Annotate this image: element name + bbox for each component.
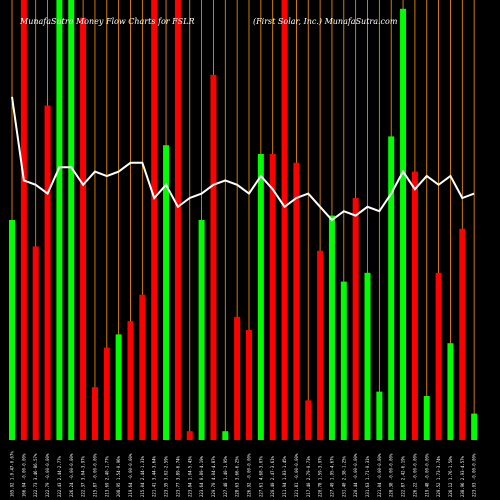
x-tick-label: 228.63 3.66-6.25%	[235, 455, 240, 497]
bar	[9, 220, 15, 440]
x-tick-label: 221.81 -0.00-0.00%	[294, 453, 299, 497]
bar	[364, 272, 371, 440]
bar	[423, 396, 430, 440]
x-tick-label: 217.40 2.79-0.73%	[306, 455, 311, 497]
bar	[210, 74, 217, 441]
chart-title-left: MunafaSutra Money Flow Charts for FSLR	[19, 17, 195, 26]
x-tick-label: 219.64 -0.00-0.00%	[128, 453, 133, 497]
bar	[68, 0, 75, 440]
bar	[328, 215, 335, 440]
x-tick-label: 226.24 -0.00-0.00%	[69, 453, 74, 497]
bar	[234, 316, 241, 440]
x-tick-label: 223.03 -0.00-0.00%	[472, 453, 477, 497]
x-tick-label: 231.40 2.38-1.25%	[341, 455, 346, 497]
bar	[352, 198, 359, 440]
bar	[293, 162, 300, 441]
bar	[44, 105, 51, 440]
bar	[127, 321, 134, 440]
bar	[222, 431, 229, 440]
bars	[9, 0, 478, 441]
x-tick-label: 220.40 2.47-3.61%	[270, 455, 275, 497]
x-tick-label: 222.43 2.44-2.77%	[57, 455, 62, 497]
bar	[139, 294, 146, 440]
x-tick-label: 222.37 3.04-3.97%	[81, 455, 86, 497]
x-tick-label: 238.96 2.93-4.57%	[460, 455, 465, 497]
x-tick-label: 222.87 2.42-6.19%	[401, 455, 406, 497]
x-tick-label: 223.77 3.89-6.74%	[175, 455, 180, 497]
bar	[411, 171, 418, 440]
chart-title-right: (First Solar, Inc.) MunafaSutra.com	[253, 17, 398, 26]
x-tick-label: 226.22 -0.00-0.00%	[412, 453, 417, 497]
bar	[305, 400, 312, 440]
x-tick-label: 229.70 4.04-4.87%	[211, 455, 216, 497]
x-tick-label: 227.49 1.95-4.67%	[329, 455, 334, 497]
x-tick-label: 219.48 -0.00-0.00%	[424, 453, 429, 497]
x-tick-label: 220.44 -0.00-0.00%	[353, 453, 358, 497]
bar	[32, 246, 39, 440]
bar	[376, 391, 383, 440]
x-tick-label: 221.41 3.44-3.64%	[152, 455, 157, 497]
bar	[163, 145, 170, 440]
x-tick-label: 222.79 -0.00-0.00%	[45, 453, 50, 497]
x-tick-label: 213.69 2.40-1.77%	[104, 455, 109, 497]
bar	[447, 343, 454, 440]
x-tick-label: 227.61 4.68-3.07%	[258, 455, 263, 497]
bar	[257, 154, 264, 440]
x-tick-label: 222.73 3.46-86.57%	[33, 453, 38, 497]
bar	[269, 154, 276, 440]
x-tick-label: 215.04 2.44-1.31%	[140, 455, 145, 497]
bar	[186, 431, 193, 440]
bar	[20, 0, 27, 440]
bar	[103, 347, 110, 440]
bar	[388, 136, 395, 440]
bar	[80, 17, 87, 440]
bar	[151, 0, 158, 440]
x-tick-label: 229.52 1.73-3.74%	[436, 455, 441, 497]
x-tick-label: 166.04 -0.00-0.00%	[21, 453, 26, 497]
x-tick-label: 211.94 1.83-1.45%	[282, 455, 287, 497]
x-tick-label: 220.78 1.59-3.97%	[318, 455, 323, 497]
money-flow-line	[11, 96, 475, 222]
x-tick-label: 226.12 1.76-1.50%	[448, 455, 453, 497]
x-tick-label: 231.63 1.71-0.31%	[365, 455, 370, 497]
x-tick-labels: 165.92 1.0.47-0.67% 166.04 -0.00-0.00% 222…	[10, 451, 477, 497]
x-tick-label: 165.92 1.0.47-0.67%	[10, 451, 15, 497]
x-tick-label: 228.38 -0.00-0.00%	[389, 453, 394, 497]
x-tick-label: 223.35 3.02-2.59%	[164, 455, 169, 497]
bar	[246, 330, 252, 440]
x-tick-label: 215.87 -0.00-0.00%	[92, 453, 97, 497]
x-tick-label: 227.48 1.40-1.95%	[223, 455, 228, 497]
bar	[281, 0, 288, 440]
bar	[435, 272, 442, 440]
x-tick-label: 223.64 0.89-4.19%	[199, 455, 204, 497]
bar	[115, 334, 122, 440]
x-tick-label: 226.92 -0.00-0.00%	[247, 453, 252, 497]
bar	[340, 281, 347, 440]
bar	[198, 220, 205, 440]
bar	[174, 0, 181, 440]
bar	[459, 228, 466, 440]
bar	[56, 0, 63, 440]
bar	[91, 387, 98, 440]
x-tick-label: 221.04 -0.00-0.00%	[377, 453, 382, 497]
bar	[400, 8, 407, 441]
bar	[317, 250, 324, 440]
bar	[471, 413, 478, 440]
x-tick-label: 223.84 1.04-5.43%	[187, 455, 192, 497]
x-tick-label: 208.95 1.54-0.96%	[116, 455, 121, 497]
